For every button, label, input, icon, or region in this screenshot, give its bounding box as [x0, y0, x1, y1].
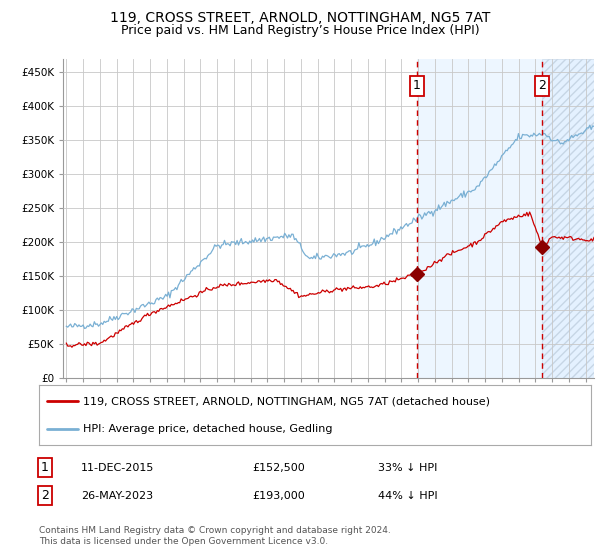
Text: Contains HM Land Registry data © Crown copyright and database right 2024.
This d: Contains HM Land Registry data © Crown c…	[39, 526, 391, 546]
Text: HPI: Average price, detached house, Gedling: HPI: Average price, detached house, Gedl…	[83, 424, 332, 434]
Text: 11-DEC-2015: 11-DEC-2015	[81, 463, 154, 473]
Text: £152,500: £152,500	[252, 463, 305, 473]
Text: 33% ↓ HPI: 33% ↓ HPI	[378, 463, 437, 473]
Text: 1: 1	[41, 461, 49, 474]
Text: 119, CROSS STREET, ARNOLD, NOTTINGHAM, NG5 7AT (detached house): 119, CROSS STREET, ARNOLD, NOTTINGHAM, N…	[83, 396, 490, 406]
Text: £193,000: £193,000	[252, 491, 305, 501]
Text: Price paid vs. HM Land Registry’s House Price Index (HPI): Price paid vs. HM Land Registry’s House …	[121, 24, 479, 36]
Text: 2: 2	[538, 80, 546, 92]
Bar	[417, 59, 600, 378]
Text: 119, CROSS STREET, ARNOLD, NOTTINGHAM, NG5 7AT: 119, CROSS STREET, ARNOLD, NOTTINGHAM, N…	[110, 11, 490, 25]
Text: 2: 2	[41, 489, 49, 502]
Text: 26-MAY-2023: 26-MAY-2023	[81, 491, 153, 501]
Text: 1: 1	[413, 80, 421, 92]
Bar	[542, 59, 600, 378]
Text: 44% ↓ HPI: 44% ↓ HPI	[378, 491, 437, 501]
